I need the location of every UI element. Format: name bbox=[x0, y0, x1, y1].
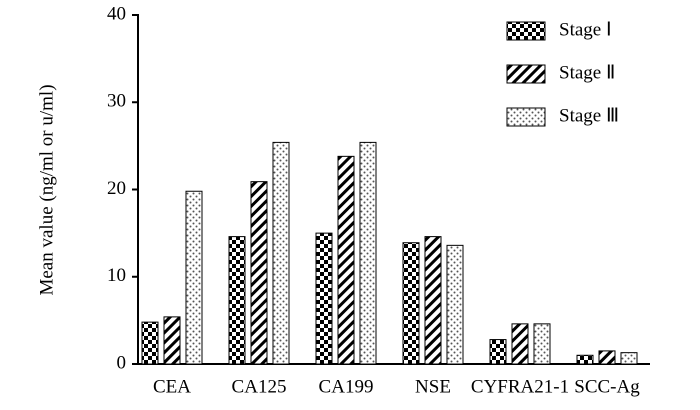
bar bbox=[315, 232, 333, 365]
bar bbox=[359, 141, 377, 365]
bar bbox=[228, 236, 246, 365]
x-tick-label: CA199 bbox=[319, 376, 374, 397]
x-tick-label: NSE bbox=[415, 376, 451, 397]
legend-swatch bbox=[506, 107, 546, 127]
legend-label: Stage Ⅲ bbox=[559, 105, 619, 126]
bar bbox=[446, 244, 464, 365]
bar bbox=[576, 354, 594, 365]
y-tick-label: 30 bbox=[107, 91, 126, 112]
x-tick-label: CYFRA21-1 bbox=[471, 376, 569, 397]
bar bbox=[185, 190, 203, 365]
y-tick-label: 10 bbox=[107, 265, 126, 286]
y-axis-label: Mean value (ng/ml or u/ml) bbox=[36, 84, 57, 295]
y-tick-label: 40 bbox=[107, 3, 126, 24]
y-tick-label: 0 bbox=[117, 352, 127, 373]
bar bbox=[272, 141, 290, 365]
bar bbox=[402, 242, 420, 365]
x-tick-label: CEA bbox=[153, 376, 191, 397]
bar bbox=[163, 316, 181, 365]
legend-swatch bbox=[506, 64, 546, 84]
y-tick-label: 20 bbox=[107, 178, 126, 199]
bar bbox=[489, 339, 507, 365]
bar bbox=[424, 236, 442, 365]
legend-swatch bbox=[506, 21, 546, 41]
bar bbox=[533, 323, 551, 365]
bar bbox=[598, 350, 616, 365]
bar bbox=[511, 323, 529, 365]
x-tick-label: SCC-Ag bbox=[574, 376, 640, 397]
legend-label: Stage Ⅰ bbox=[559, 19, 612, 40]
bar bbox=[250, 181, 268, 365]
bar bbox=[620, 352, 638, 365]
bar bbox=[141, 321, 159, 365]
x-tick-label: CA125 bbox=[232, 376, 287, 397]
bar bbox=[337, 155, 355, 365]
legend-label: Stage Ⅱ bbox=[559, 62, 615, 83]
